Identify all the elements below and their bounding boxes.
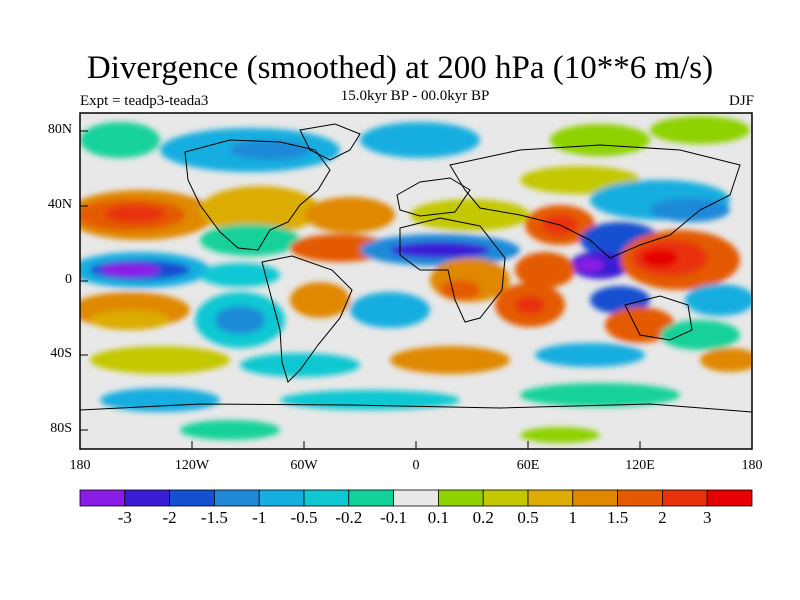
colorbar-label-1: -2 xyxy=(162,508,177,527)
colorbar-swatch-0 xyxy=(79,489,126,507)
lon-label-120e: 120E xyxy=(625,458,655,473)
lon-label-180e: 180 xyxy=(741,458,763,473)
experiment-label: Expt = teadp3-teada3 xyxy=(80,93,209,109)
lon-label-0: 0 xyxy=(412,458,420,473)
divergence-field xyxy=(80,113,752,449)
lon-label-60w: 60W xyxy=(290,458,318,473)
colorbar-swatch-6 xyxy=(348,489,394,507)
season-label: DJF xyxy=(728,93,754,109)
colorbar-label-3: -1 xyxy=(252,508,267,527)
lon-label-120w: 120W xyxy=(174,458,210,473)
colorbar-swatch-7 xyxy=(393,489,439,507)
colorbar-label-8: 0.2 xyxy=(472,508,494,527)
colorbar-swatch-12 xyxy=(617,489,663,507)
colorbar-label-6: -0.1 xyxy=(380,508,408,527)
colorbar-swatch-9 xyxy=(482,489,529,507)
colorbar-swatch-10 xyxy=(527,489,574,507)
colorbar-swatch-5 xyxy=(303,489,350,507)
colorbar-swatch-1 xyxy=(124,489,171,507)
colorbar-label-11: 1.5 xyxy=(606,508,629,527)
axis-ticks xyxy=(79,130,753,449)
lat-label-0: 0 xyxy=(65,272,72,287)
colorbar-label-5: -0.2 xyxy=(335,508,363,527)
colorbar-label-9: 0.5 xyxy=(517,508,539,527)
colorbar-swatch-13 xyxy=(662,489,708,507)
lat-label-80s: 80S xyxy=(50,421,72,436)
colorbar-swatch-4 xyxy=(258,489,305,507)
colorbar-label-10: 1 xyxy=(568,508,578,527)
coastlines xyxy=(80,123,752,413)
colorbar-swatch-8 xyxy=(437,489,484,507)
lon-label-180w: 180 xyxy=(69,458,91,473)
colorbar-swatch-14 xyxy=(706,489,753,507)
colorbar-swatch-11 xyxy=(572,489,618,507)
lat-label-40n: 40N xyxy=(47,197,72,212)
colorbar-label-2: -1.5 xyxy=(200,508,228,527)
lat-label-40s: 40S xyxy=(50,346,72,361)
colorbar-label-0: -3 xyxy=(117,508,132,527)
colorbar-swatch-3 xyxy=(213,489,260,507)
period-label: 15.0kyr BP - 00.0kyr BP xyxy=(340,88,490,104)
colorbar-label-4: -0.5 xyxy=(290,508,318,527)
colorbar-label-12: 2 xyxy=(658,508,667,527)
colorbar-label-7: 0.1 xyxy=(427,508,450,527)
colorbar-label-13: 3 xyxy=(702,508,712,527)
colorbar-swatch-2 xyxy=(169,489,215,507)
lat-label-80n: 80N xyxy=(47,122,72,137)
lon-label-60e: 60E xyxy=(516,458,540,473)
figure-title: Divergence (smoothed) at 200 hPa (10**6 … xyxy=(86,50,714,86)
colorbar xyxy=(79,489,753,507)
